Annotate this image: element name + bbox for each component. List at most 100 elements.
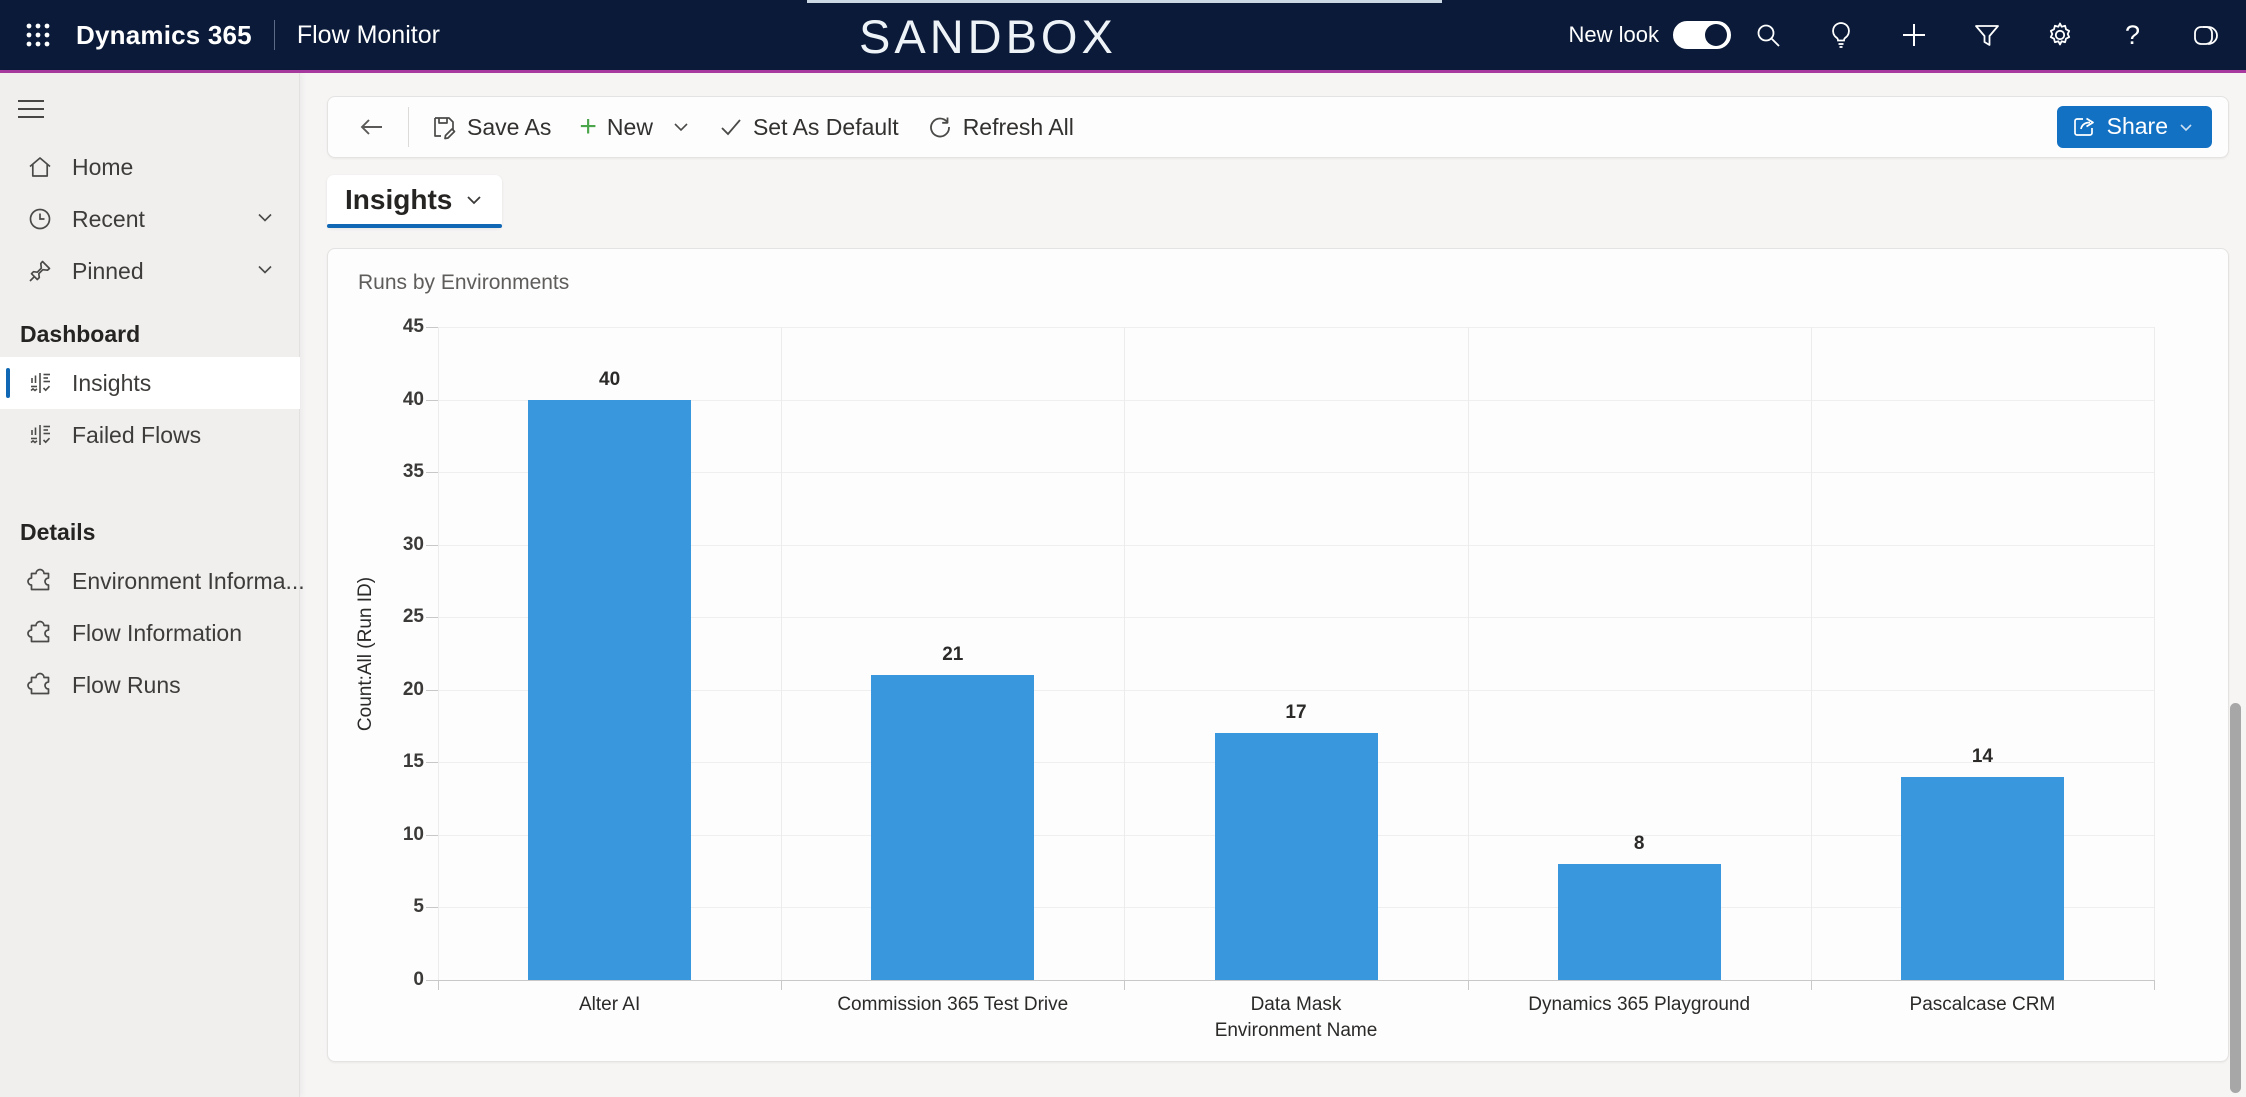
app-launcher-icon[interactable] [16, 13, 60, 57]
y-axis-tick [426, 834, 438, 836]
gridline [438, 689, 2154, 691]
header-accent-line [0, 70, 2246, 73]
bar[interactable] [1900, 776, 2064, 980]
y-axis-tick [426, 472, 438, 474]
y-tick-label: 40 [402, 388, 424, 410]
bar[interactable] [1557, 863, 1721, 980]
puzzle-icon [26, 567, 54, 595]
chevron-down-icon [2180, 123, 2192, 131]
header-divider [273, 20, 275, 50]
gridline [438, 544, 2154, 546]
sidebar-item-home[interactable]: Home [0, 141, 300, 193]
dashboard-icon [26, 369, 54, 397]
gridline [2154, 327, 2155, 980]
new-plus-icon: + [579, 110, 597, 143]
y-axis-tick [426, 327, 438, 328]
new-look-toggle[interactable] [1673, 21, 1731, 49]
bar-value-label: 17 [1285, 702, 1307, 724]
y-axis-tick [426, 399, 438, 401]
collapse-sidebar-button[interactable] [18, 91, 62, 127]
quick-create-button[interactable] [1877, 0, 1950, 70]
x-category-label: Dynamics 365 Playground [1528, 994, 1751, 1015]
sidebar-item-flow-information[interactable]: Flow Information [0, 607, 300, 659]
clock-icon [26, 205, 54, 233]
copilot-icon [2193, 26, 2218, 45]
save-as-label: Save As [467, 113, 552, 140]
toolbar-divider [408, 107, 409, 147]
dashboard-icon [26, 421, 54, 449]
bar-value-label: 14 [1971, 745, 1993, 767]
search-button[interactable] [1731, 0, 1804, 70]
bar-chart: Count:All (Run ID) Environment Name 0 5 10… [328, 249, 2230, 1063]
gridline [438, 472, 2154, 474]
chevron-down-icon [674, 123, 688, 132]
sidebar-item-flow-runs[interactable]: Flow Runs [0, 659, 300, 711]
lightbulb-button[interactable] [1804, 0, 1877, 70]
new-label: New [606, 113, 653, 140]
gridline [1124, 327, 1126, 980]
chart-card: Runs by Environments Count:All (Run ID) … [327, 248, 2229, 1062]
new-button[interactable]: + New [565, 106, 705, 149]
filter-icon [1974, 25, 1999, 46]
back-button[interactable] [344, 105, 400, 149]
refresh-icon [929, 117, 950, 138]
settings-button[interactable] [2023, 0, 2096, 70]
sidebar-item-label: Pinned [72, 257, 144, 284]
new-look-label: New look [1568, 22, 1659, 47]
y-axis-tick [426, 544, 438, 546]
bar[interactable] [528, 399, 692, 980]
x-axis-tick [1124, 980, 1126, 990]
copilot-button[interactable] [2169, 0, 2242, 70]
section-title: Details [20, 518, 96, 545]
view-selector[interactable]: Insights [327, 175, 503, 228]
sidebar-item-label: Home [72, 153, 134, 180]
x-category-label: Data Mask [1250, 994, 1342, 1015]
sidebar-item-pinned[interactable]: Pinned [0, 245, 300, 297]
puzzle-icon [26, 619, 54, 647]
bar[interactable] [871, 675, 1035, 980]
waffle-icon [26, 23, 50, 47]
view-title: Insights [345, 183, 453, 215]
bar-value-label: 21 [942, 644, 964, 666]
y-tick-label: 15 [402, 751, 424, 773]
sidebar-item-environment-information[interactable]: Environment Informa... [0, 555, 305, 607]
x-axis-tick [1467, 980, 1469, 990]
app-area-title[interactable]: Flow Monitor [296, 20, 440, 49]
y-tick-label: 10 [402, 823, 424, 845]
command-bar: Save As + New Set As Default Refresh All [327, 96, 2229, 158]
y-tick-label: 0 [413, 969, 424, 990]
sidebar: Home Recent Pinned [0, 73, 305, 1097]
x-category-label: Alter AI [578, 994, 641, 1015]
sidebar-section-details: Details [0, 509, 299, 555]
share-button[interactable]: Share [2056, 106, 2212, 148]
back-arrow-icon [360, 119, 382, 135]
gridline [1467, 327, 1469, 980]
y-axis-tick [426, 617, 438, 619]
sidebar-item-failed-flows[interactable]: Failed Flows [0, 409, 300, 461]
sidebar-item-recent[interactable]: Recent [0, 193, 300, 245]
sidebar-item-insights[interactable]: Insights [0, 357, 300, 409]
refresh-all-label: Refresh All [962, 113, 1074, 140]
sidebar-section-dashboard: Dashboard [0, 311, 299, 357]
y-axis-tick [426, 762, 438, 764]
refresh-all-button[interactable]: Refresh All [913, 106, 1088, 149]
chevron-down-icon[interactable] [256, 260, 274, 283]
save-as-button[interactable]: Save As [417, 106, 565, 149]
chevron-down-icon[interactable] [256, 208, 274, 231]
vertical-scrollbar-thumb[interactable] [2230, 703, 2241, 1093]
app-title[interactable]: Dynamics 365 [76, 19, 252, 50]
save-icon [434, 117, 456, 140]
set-as-default-button[interactable]: Set As Default [705, 106, 913, 149]
filter-button[interactable] [1950, 0, 2023, 70]
bar-value-label: 40 [599, 368, 621, 390]
y-tick-label: 20 [402, 678, 424, 700]
gridline [438, 327, 2154, 328]
x-category-label: Pascalcase CRM [1909, 994, 2056, 1015]
x-axis-tick [781, 980, 783, 990]
help-button[interactable]: ? [2096, 0, 2169, 70]
environment-banner-label: SANDBOX [859, 9, 1117, 63]
bar[interactable] [1214, 733, 1378, 980]
chevron-down-icon [467, 195, 481, 204]
sidebar-item-label: Flow Information [72, 619, 243, 646]
